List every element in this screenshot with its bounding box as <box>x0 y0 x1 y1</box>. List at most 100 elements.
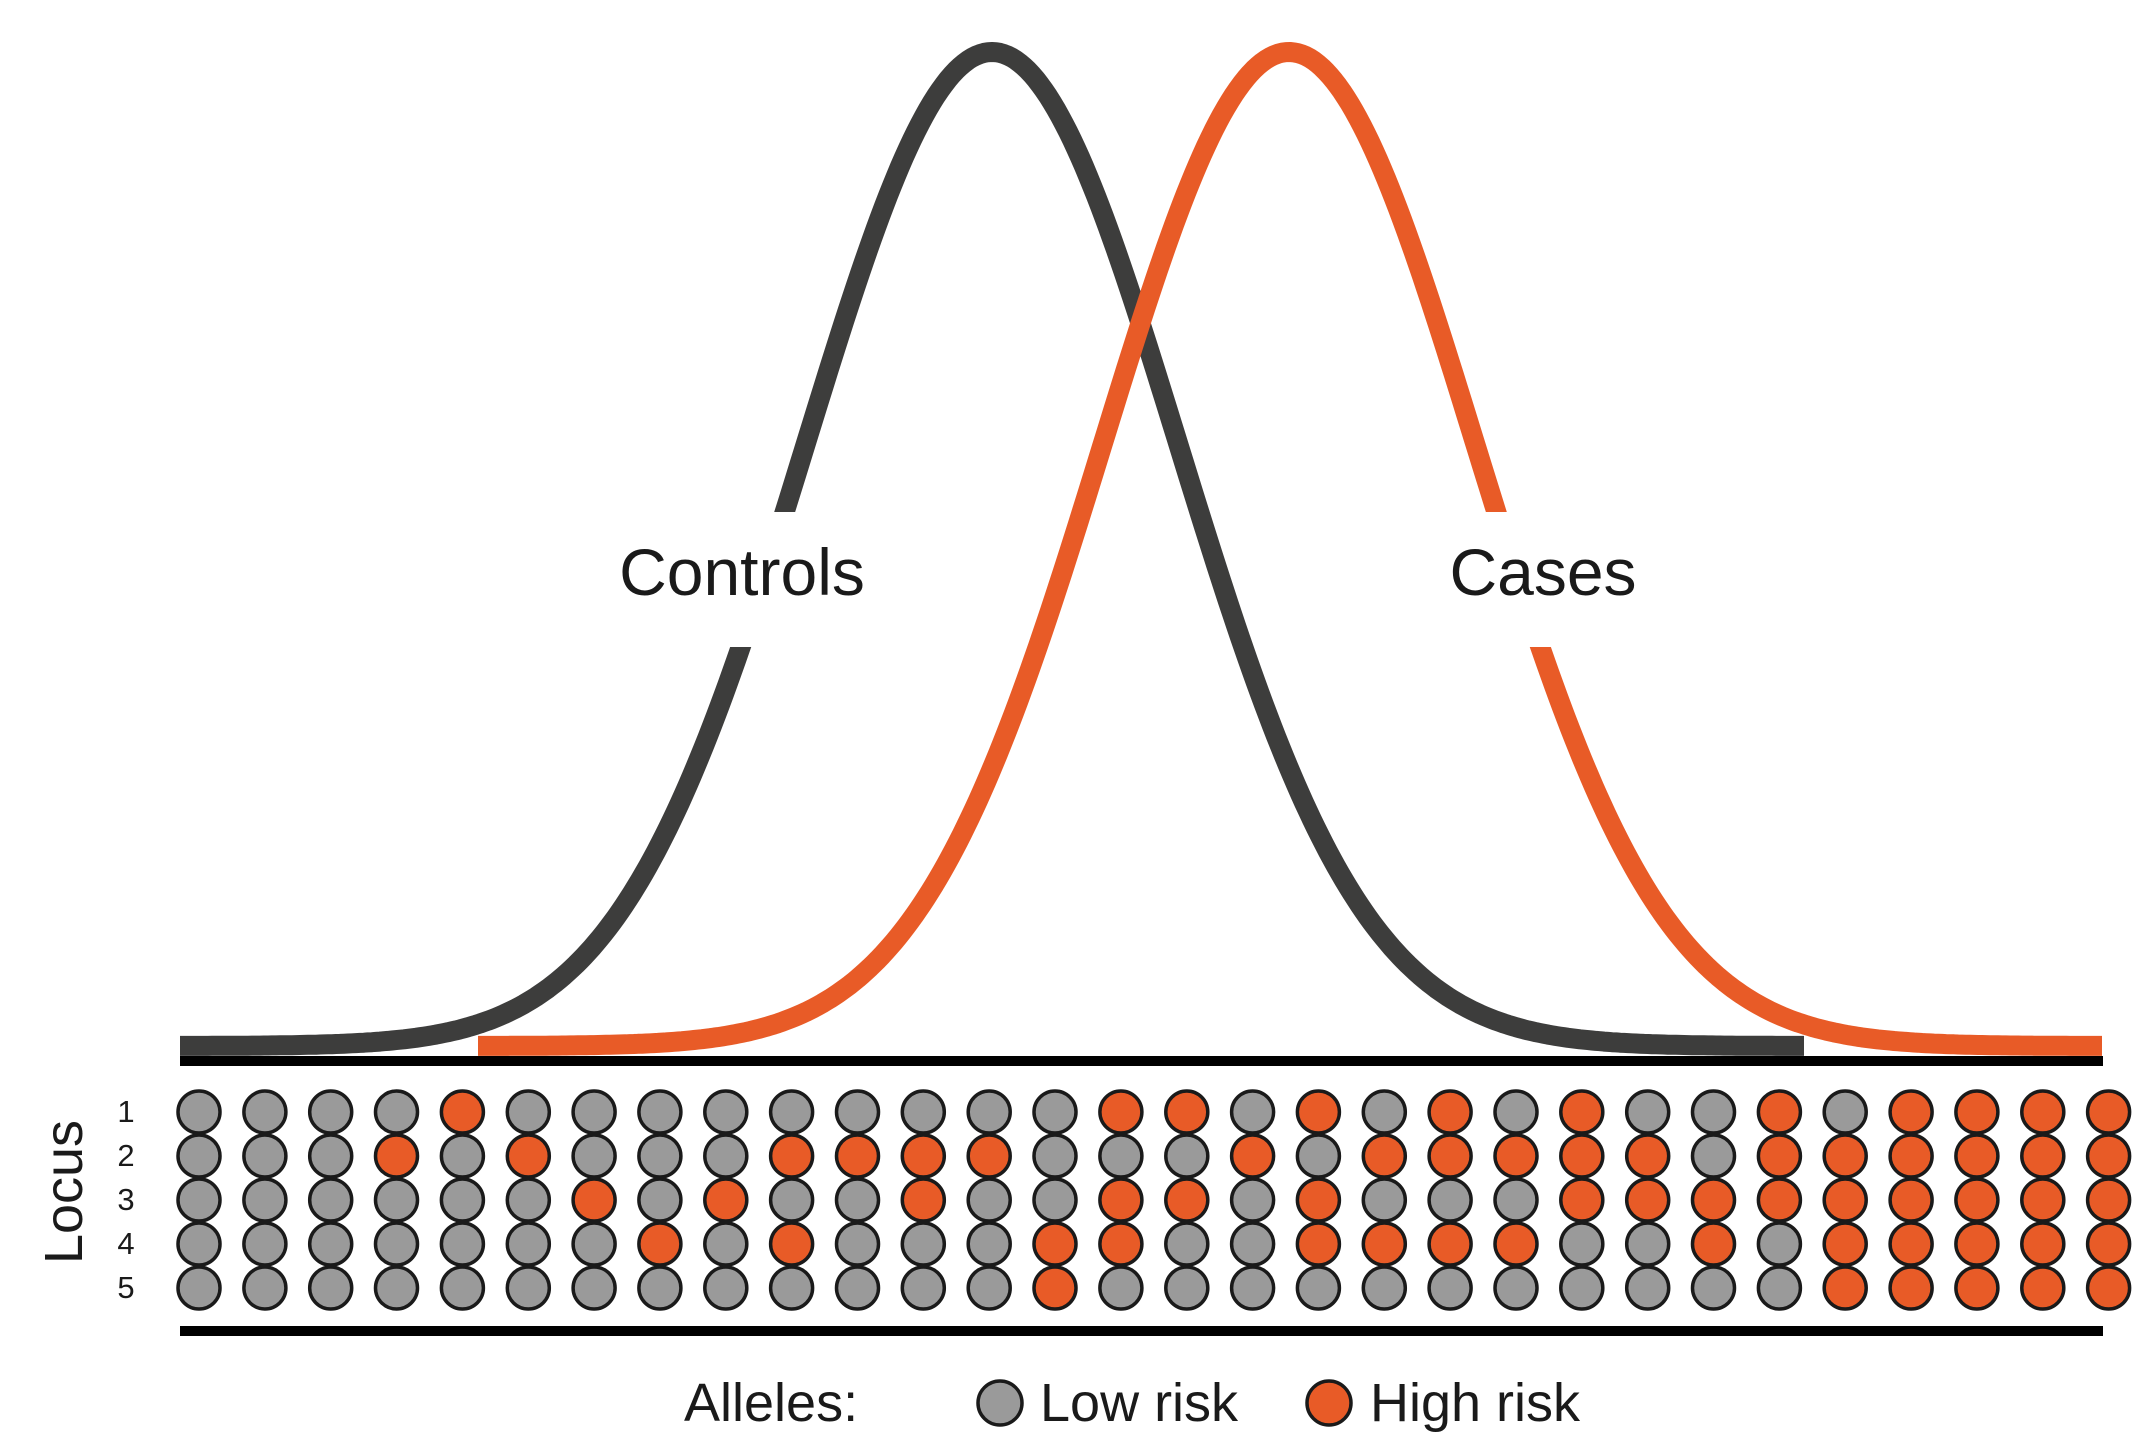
allele-low-risk-circle <box>768 1089 815 1135</box>
allele-low-risk-circle <box>242 1265 288 1311</box>
allele-high-risk-circle <box>1624 1133 1671 1179</box>
locus-label-3: 3 <box>117 1182 134 1217</box>
allele-low-risk-circle <box>1032 1177 1078 1223</box>
allele-high-risk-circle <box>834 1133 881 1179</box>
allele-low-risk-circle <box>1229 1265 1276 1311</box>
high-risk-swatch <box>1305 1379 1353 1427</box>
allele-low-risk-circle <box>571 1133 617 1179</box>
allele-low-risk-circle <box>307 1133 354 1179</box>
allele-grid <box>176 1089 2132 1311</box>
allele-low-risk-circle <box>900 1221 947 1267</box>
allele-low-risk-circle <box>1361 1177 1408 1223</box>
allele-low-risk-circle <box>1427 1265 1473 1311</box>
allele-high-risk-circle <box>1098 1177 1144 1223</box>
allele-high-risk-circle <box>2020 1177 2066 1223</box>
allele-high-risk-circle <box>1032 1265 1078 1311</box>
allele-low-risk-circle <box>768 1265 815 1311</box>
allele-high-risk-circle <box>1493 1133 1539 1179</box>
allele-low-risk-circle <box>1427 1177 1473 1223</box>
legend: Alleles: Low risk High risk <box>684 1373 1581 1433</box>
allele-low-risk-circle <box>571 1265 617 1311</box>
allele-high-risk-circle <box>1164 1089 1210 1135</box>
allele-low-risk-circle <box>1822 1089 1868 1135</box>
allele-low-risk-circle <box>834 1089 881 1135</box>
allele-high-risk-circle <box>1888 1133 1934 1179</box>
allele-low-risk-circle <box>1493 1089 1539 1135</box>
allele-low-risk-circle <box>242 1089 288 1135</box>
allele-high-risk-circle <box>966 1133 1012 1179</box>
allele-high-risk-circle <box>703 1177 749 1223</box>
allele-high-risk-circle <box>1888 1265 1934 1311</box>
allele-high-risk-circle <box>1361 1133 1408 1179</box>
allele-high-risk-circle <box>768 1221 815 1267</box>
allele-high-risk-circle <box>439 1089 486 1135</box>
allele-high-risk-circle <box>2085 1133 2132 1179</box>
allele-low-risk-circle <box>571 1221 617 1267</box>
allele-high-risk-circle <box>1888 1221 1934 1267</box>
allele-high-risk-circle <box>2020 1221 2066 1267</box>
allele-high-risk-circle <box>1690 1177 1737 1223</box>
allele-high-risk-circle <box>1427 1221 1473 1267</box>
allele-low-risk-circle <box>439 1221 486 1267</box>
allele-low-risk-circle <box>1164 1133 1210 1179</box>
allele-low-risk-circle <box>1164 1265 1210 1311</box>
allele-high-risk-circle <box>1559 1133 1605 1179</box>
allele-high-risk-circle <box>1624 1177 1671 1223</box>
allele-low-risk-circle <box>900 1089 947 1135</box>
allele-low-risk-circle <box>834 1221 881 1267</box>
allele-high-risk-circle <box>1164 1177 1210 1223</box>
allele-low-risk-circle <box>1690 1089 1737 1135</box>
allele-low-risk-circle <box>637 1089 683 1135</box>
allele-low-risk-circle <box>637 1177 683 1223</box>
bottom-divider-line <box>180 1326 2103 1336</box>
allele-low-risk-circle <box>637 1133 683 1179</box>
allele-high-risk-circle <box>2020 1265 2066 1311</box>
allele-low-risk-circle <box>439 1265 486 1311</box>
allele-high-risk-circle <box>768 1133 815 1179</box>
locus-label-4: 4 <box>117 1226 134 1261</box>
cases-distribution-curve <box>472 42 2108 1056</box>
allele-low-risk-circle <box>1690 1133 1737 1179</box>
allele-high-risk-circle <box>1295 1177 1342 1223</box>
allele-high-risk-circle <box>2085 1089 2132 1135</box>
allele-low-risk-circle <box>1164 1221 1210 1267</box>
locus-label-1: 1 <box>117 1094 134 1129</box>
legend-low-risk-label: Low risk <box>1040 1373 1239 1433</box>
allele-high-risk-circle <box>1559 1177 1605 1223</box>
allele-low-risk-circle <box>1229 1221 1276 1267</box>
allele-high-risk-circle <box>900 1133 947 1179</box>
cases-label: Cases <box>1449 535 1636 609</box>
allele-low-risk-circle <box>307 1221 354 1267</box>
allele-high-risk-circle <box>1756 1177 1803 1223</box>
allele-low-risk-circle <box>1098 1133 1144 1179</box>
allele-low-risk-circle <box>1756 1221 1803 1267</box>
allele-high-risk-circle <box>2020 1089 2066 1135</box>
allele-low-risk-circle <box>1229 1089 1276 1135</box>
allele-high-risk-circle <box>1954 1221 2000 1267</box>
allele-high-risk-circle <box>1756 1089 1803 1135</box>
allele-low-risk-circle <box>703 1221 749 1267</box>
allele-low-risk-circle <box>966 1089 1012 1135</box>
allele-low-risk-circle <box>1624 1265 1671 1311</box>
allele-high-risk-circle <box>1427 1133 1473 1179</box>
allele-low-risk-circle <box>1624 1089 1671 1135</box>
allele-low-risk-circle <box>1690 1265 1737 1311</box>
allele-low-risk-circle <box>1032 1133 1078 1179</box>
allele-low-risk-circle <box>505 1265 552 1311</box>
allele-high-risk-circle <box>1559 1089 1605 1135</box>
allele-low-risk-circle <box>242 1133 288 1179</box>
allele-low-risk-circle <box>1098 1265 1144 1311</box>
allele-high-risk-circle <box>1954 1089 2000 1135</box>
allele-high-risk-circle <box>2085 1265 2132 1311</box>
allele-high-risk-circle <box>2085 1221 2132 1267</box>
allele-high-risk-circle <box>1295 1089 1342 1135</box>
allele-low-risk-circle <box>176 1177 222 1223</box>
allele-high-risk-circle <box>1954 1133 2000 1179</box>
allele-low-risk-circle <box>1229 1177 1276 1223</box>
allele-low-risk-circle <box>966 1265 1012 1311</box>
allele-high-risk-circle <box>1032 1221 1078 1267</box>
allele-low-risk-circle <box>439 1177 486 1223</box>
allele-low-risk-circle <box>571 1089 617 1135</box>
allele-high-risk-circle <box>1493 1221 1539 1267</box>
allele-high-risk-circle <box>1954 1265 2000 1311</box>
